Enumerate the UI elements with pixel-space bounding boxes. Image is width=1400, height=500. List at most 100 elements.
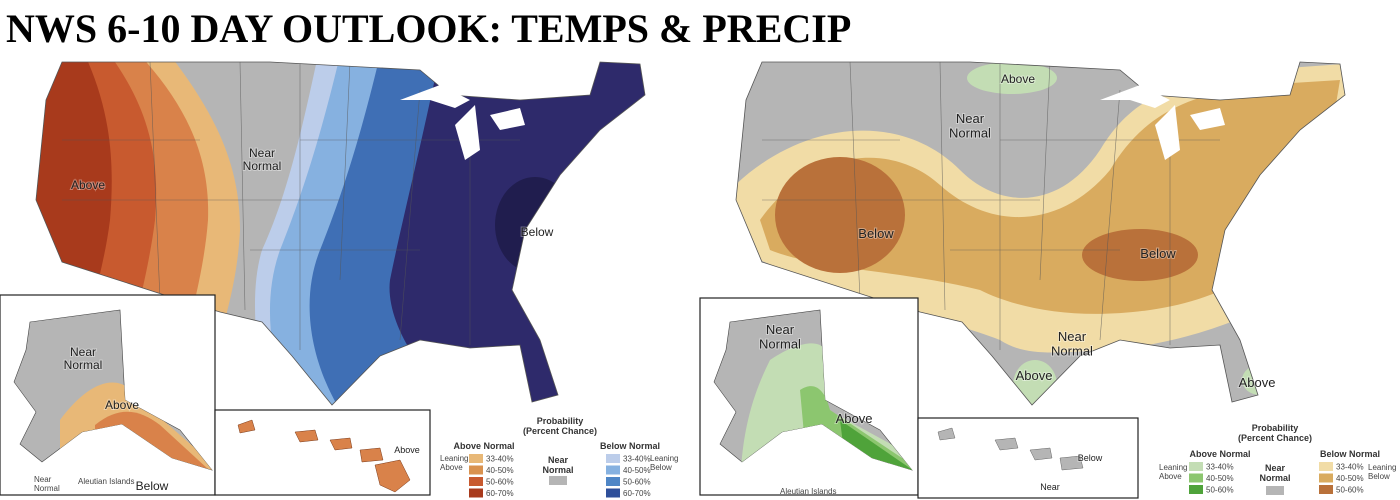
- band: [775, 157, 905, 273]
- legend-range: 33-40%: [1206, 463, 1234, 472]
- text-line: Near: [70, 345, 96, 359]
- band: [967, 62, 1057, 94]
- text-line: Near: [249, 146, 275, 160]
- legend-note: Leaning Above: [1159, 463, 1187, 481]
- region-label: Below: [858, 226, 894, 241]
- text-line: Probability: [1252, 423, 1299, 433]
- legend-range: 33-40%: [486, 455, 514, 464]
- legend-range: 50-60%: [1206, 486, 1234, 495]
- text-line: Leaning: [440, 454, 468, 463]
- band: [1082, 229, 1198, 281]
- region-label: Above: [105, 398, 139, 412]
- text-line: (Percent Chance): [1238, 433, 1312, 443]
- text-line: Leaning: [1159, 463, 1187, 472]
- region-label: Near Normal: [1051, 329, 1093, 358]
- legend-title: Probability (Percent Chance): [523, 416, 597, 436]
- precipitation-map: Above Near Normal Below Below Near Normal …: [699, 61, 1396, 499]
- hawaii-inset: [917, 417, 1139, 499]
- swatch: [606, 465, 620, 475]
- text-line: Normal: [34, 484, 60, 493]
- legend-title: Probability (Percent Chance): [1238, 423, 1312, 443]
- text-line: Normal: [759, 336, 801, 351]
- swatch: [1319, 473, 1333, 483]
- state-lines: [762, 62, 1220, 350]
- region-label: Below: [1140, 246, 1176, 261]
- swatch: [1189, 462, 1203, 471]
- region-label: Above: [836, 411, 873, 426]
- swatch: [469, 477, 483, 486]
- text-line: Below: [650, 463, 672, 472]
- legend-note: Leaning Below: [650, 454, 678, 472]
- swatch: [549, 476, 567, 485]
- inset-label: Aleutian Islands: [78, 477, 134, 486]
- region-label: Above: [394, 445, 420, 455]
- swatch: [1189, 473, 1203, 483]
- swatch: [1189, 485, 1203, 494]
- region-label: Near Normal: [949, 111, 991, 140]
- legend-note: Leaning Below: [1368, 463, 1396, 481]
- text-line: Above: [440, 463, 463, 472]
- text-line: Leaning: [1368, 463, 1396, 472]
- text-line: Near: [548, 455, 569, 465]
- inset-label: Below: [136, 479, 169, 493]
- legend-rows: 33-40% 33-40% 40-50% 40-50% 50-60% 50-60% 60-7…: [469, 454, 651, 498]
- swatch: [1319, 462, 1333, 471]
- inset-label: Near Normal: [34, 475, 60, 493]
- temperature-map: Above Near Normal Below Near Normal Above …: [0, 61, 678, 498]
- text-line: Above: [1159, 472, 1182, 481]
- text-line: Probability: [537, 416, 584, 426]
- page-title: NWS 6-10 DAY OUTLOOK: TEMPS & PRECIP: [6, 6, 851, 51]
- legend-range: 60-70%: [623, 489, 651, 498]
- legend-range: 33-40%: [1336, 463, 1364, 472]
- region-label: Above: [1239, 375, 1276, 390]
- swatch: [469, 465, 483, 475]
- region-label: Near Normal: [759, 322, 801, 351]
- hawaii: [237, 419, 411, 493]
- legend-heading: Above Normal: [453, 441, 514, 451]
- swatch: [606, 488, 620, 498]
- text-line: Near: [34, 475, 52, 484]
- legend-range: 50-60%: [623, 478, 651, 487]
- great-lakes: [1100, 85, 1225, 160]
- legend-range: 50-60%: [1336, 486, 1364, 495]
- text-line: Leaning: [650, 454, 678, 463]
- legend-range: 40-50%: [623, 466, 651, 475]
- swatch: [606, 454, 620, 463]
- text-line: Normal: [949, 125, 991, 140]
- legend: Probability (Percent Chance) Above Normal…: [440, 416, 678, 498]
- hawaii: [937, 427, 1084, 471]
- text-line: Normal: [1259, 473, 1290, 483]
- text-line: Normal: [1051, 343, 1093, 358]
- swatch: [1319, 485, 1333, 494]
- legend-range: 40-50%: [1336, 474, 1364, 483]
- text-line: Near: [766, 322, 795, 337]
- legend-heading: Above Normal: [1189, 449, 1250, 459]
- region-label: Below: [521, 225, 554, 239]
- map-shape: [840, 420, 912, 470]
- text-line: Near: [1058, 329, 1087, 344]
- swatch: [469, 488, 483, 498]
- swatch: [1266, 486, 1284, 495]
- text-line: Near: [956, 111, 985, 126]
- region-label: Near Normal: [64, 345, 103, 372]
- region-label: Near Normal: [243, 146, 282, 173]
- legend-range: 33-40%: [623, 455, 651, 464]
- great-lakes: [400, 85, 525, 160]
- region-label: Above: [1016, 368, 1053, 383]
- region-label: Below: [1078, 453, 1103, 463]
- legend-note: Leaning Above: [440, 454, 468, 472]
- legend-range: 60-70%: [486, 489, 514, 498]
- legend-heading: Near Normal: [1259, 463, 1290, 483]
- text-line: (Percent Chance): [523, 426, 597, 436]
- legend-heading: Below Normal: [1320, 449, 1380, 459]
- legend-range: 50-60%: [486, 478, 514, 487]
- region-label: Near: [1040, 482, 1060, 492]
- band: [36, 62, 112, 320]
- swatch: [606, 477, 620, 486]
- legend-heading: Near Normal: [542, 455, 573, 475]
- legend-range: 40-50%: [486, 466, 514, 475]
- swatch: [469, 454, 483, 463]
- region-label: Above: [1001, 72, 1035, 86]
- state-lines: [62, 62, 520, 350]
